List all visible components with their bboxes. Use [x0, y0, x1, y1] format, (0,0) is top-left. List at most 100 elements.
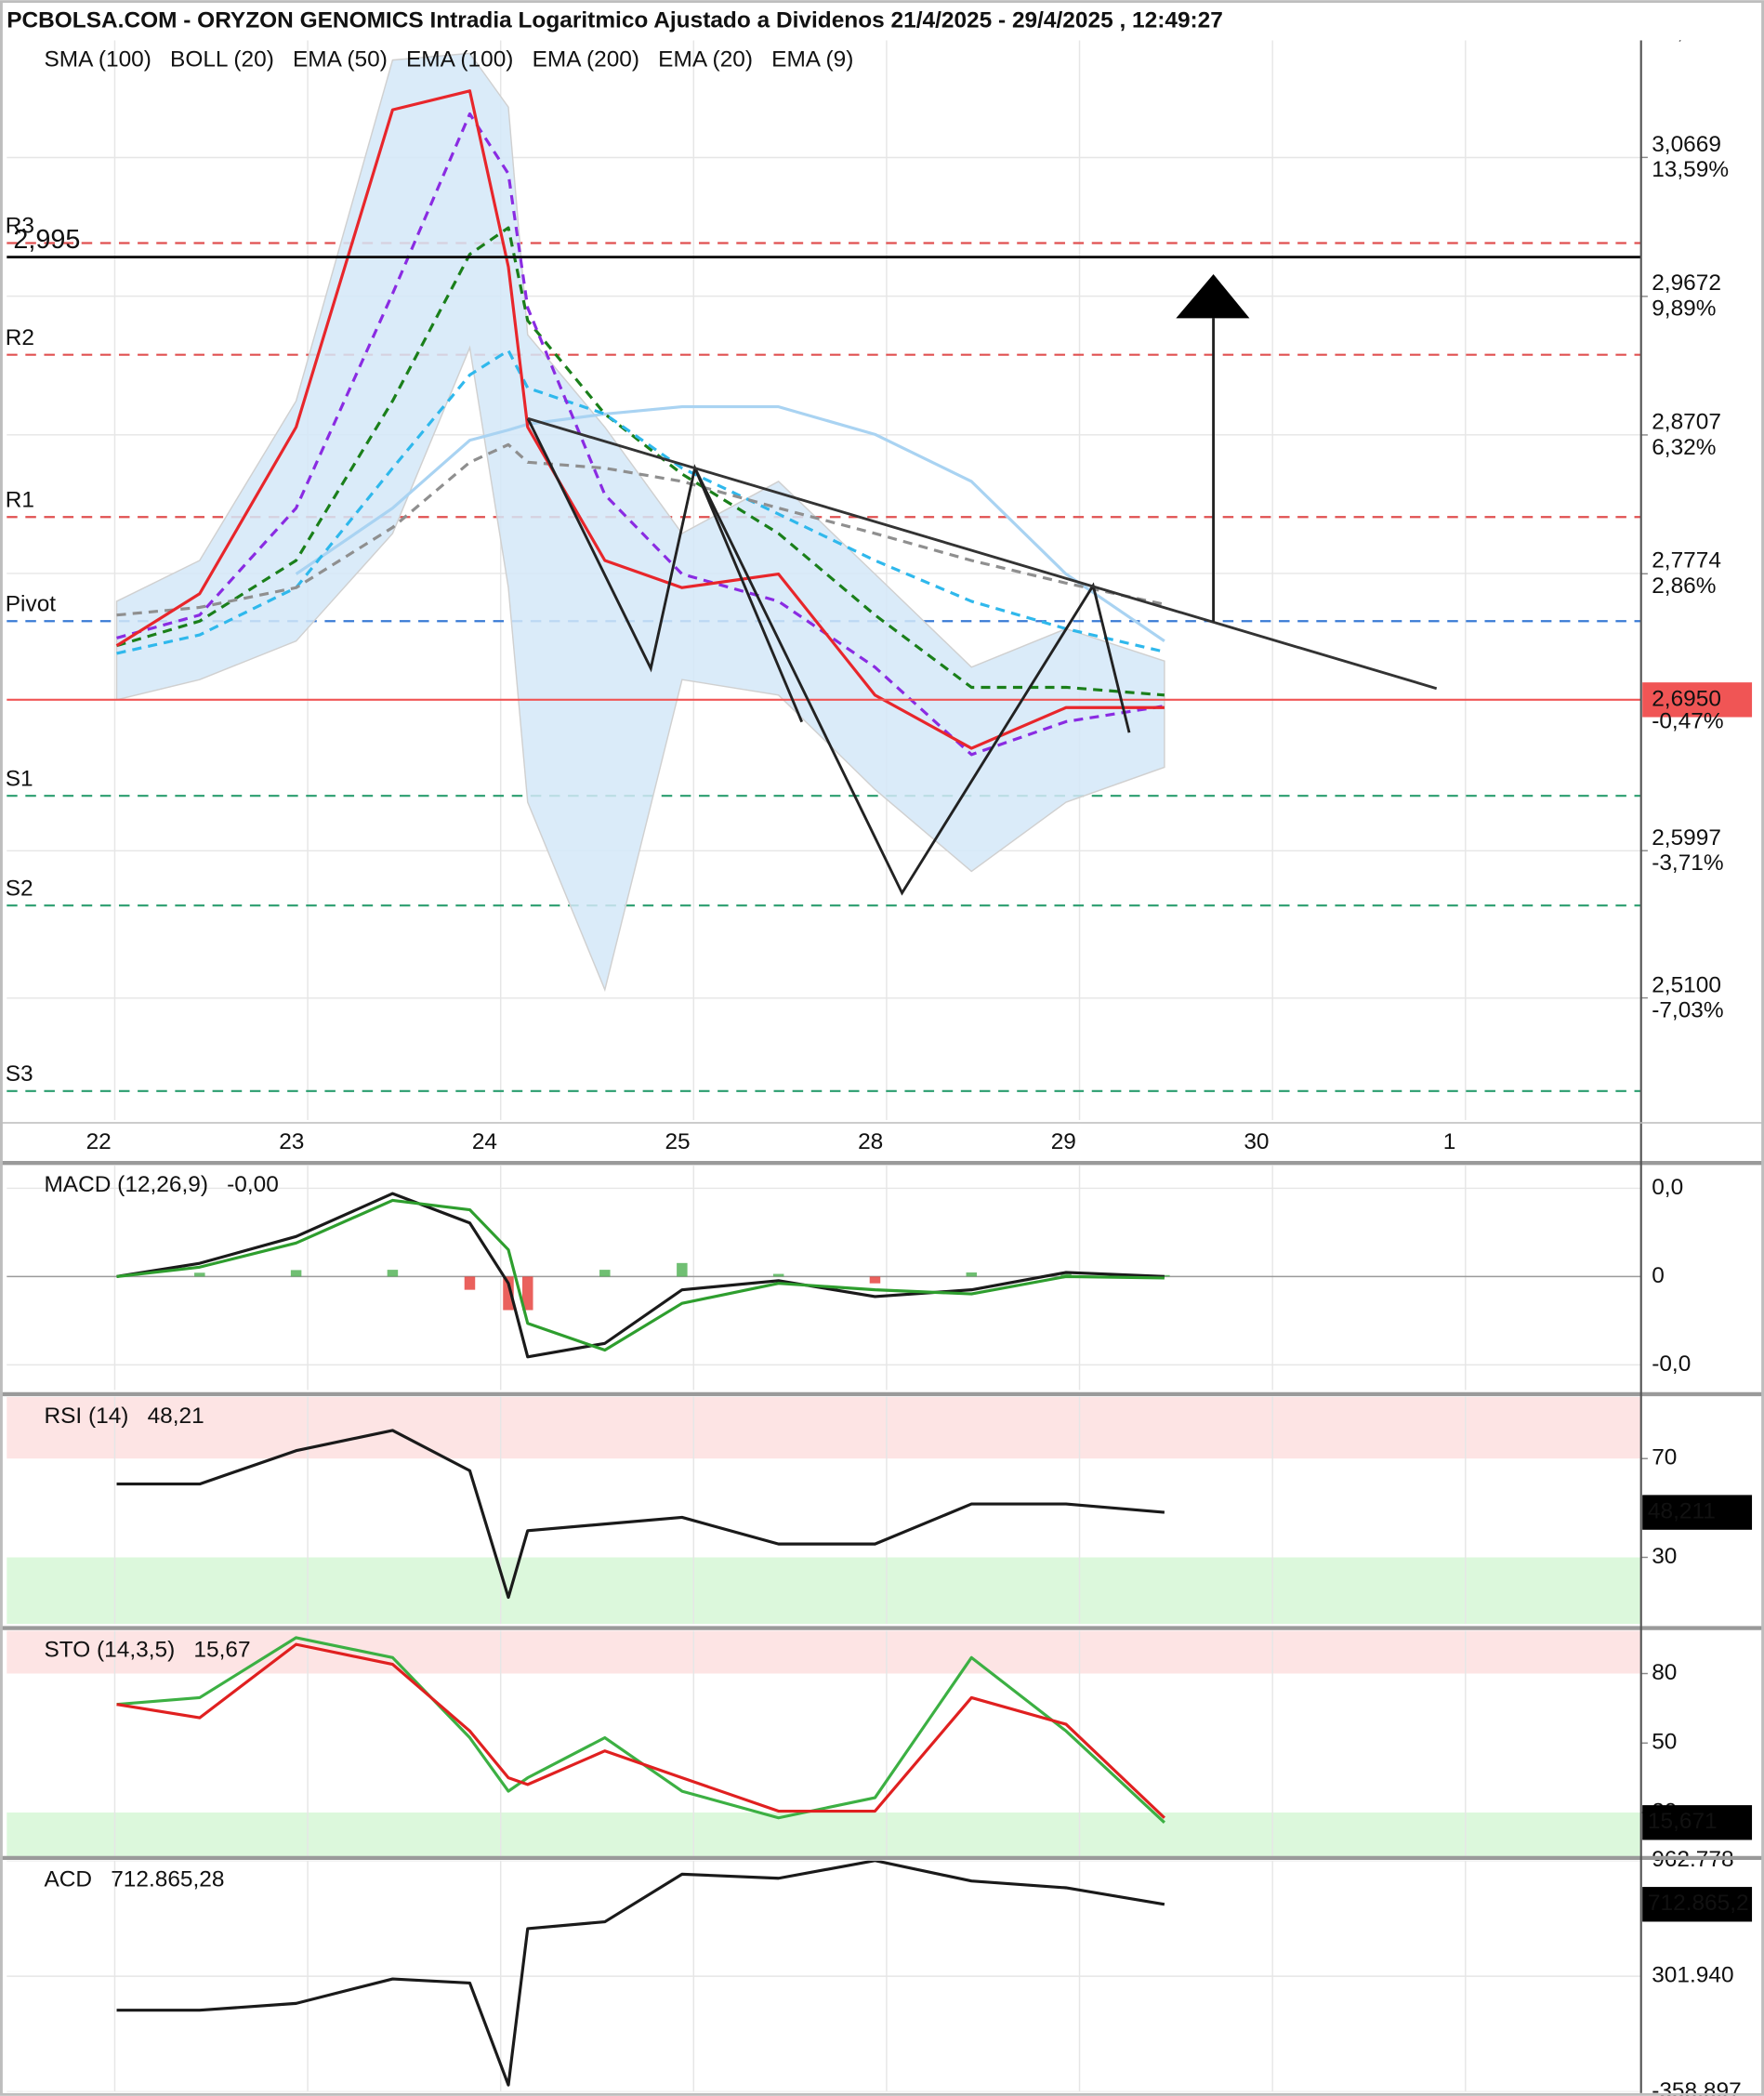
x-tick-label: 1	[1443, 1129, 1456, 1154]
y-tick-label: 50	[1652, 1730, 1677, 1755]
pivot-label: R3	[6, 214, 34, 239]
x-tick-label: 29	[1051, 1129, 1076, 1154]
y-tick-label: 30	[1652, 1544, 1677, 1569]
y2-tick-label: -7,03%	[1652, 997, 1723, 1022]
panel-reading: -0,00	[227, 1172, 279, 1197]
last-price-change: -0,47%	[1652, 709, 1723, 734]
legend-entry: EMA (9)	[771, 46, 853, 72]
histogram-bar	[464, 1276, 476, 1290]
histogram-bar	[772, 1273, 784, 1277]
y2-tick-label: 9,89%	[1652, 297, 1716, 322]
panel	[7, 1860, 1641, 2092]
series-line	[116, 1860, 1165, 2087]
y-tick-label: -0,0	[1652, 1351, 1691, 1377]
histogram-bar	[677, 1262, 688, 1277]
last-value-label: 48,211	[1648, 1499, 1716, 1524]
pattern-line	[526, 417, 1131, 896]
histogram-bar	[599, 1270, 611, 1277]
y-tick-label: 2,9672	[1652, 270, 1721, 296]
y-tick-label: 0	[1652, 1263, 1665, 1288]
panel	[7, 1396, 1641, 1625]
histogram-bar	[869, 1276, 881, 1284]
legend-entry: EMA (50)	[293, 46, 388, 72]
histogram-bar	[1060, 1272, 1072, 1277]
last-price-label: 2,6950	[1652, 686, 1721, 711]
y-tick-label: 80	[1652, 1660, 1677, 1685]
legend-entry: EMA (20)	[658, 46, 753, 72]
y-tick-label: 2,5997	[1652, 825, 1721, 850]
x-tick-label: 28	[858, 1129, 883, 1154]
panel-title: ACD	[44, 1867, 92, 1892]
y2-tick-label: 13,59%	[1652, 157, 1729, 182]
last-value-box	[1642, 1495, 1753, 1530]
y2-tick-label: 6,32%	[1652, 435, 1716, 460]
last-value-label: 15,671	[1648, 1809, 1718, 1834]
legend-entry: EMA (100)	[406, 46, 513, 72]
series-line	[116, 112, 1165, 757]
target-arrow-head	[1176, 273, 1250, 319]
histogram-bar	[387, 1270, 399, 1277]
title-bar	[0, 0, 1764, 41]
series-line	[116, 226, 1165, 697]
series-line	[116, 1642, 1165, 1819]
histogram-bar	[290, 1270, 302, 1277]
y-tick-label: 2,5100	[1652, 972, 1721, 997]
panel	[7, 1630, 1641, 1858]
x-tick-label: 23	[279, 1129, 304, 1154]
y-tick-label: 0,0	[1652, 1175, 1683, 1200]
legend-entry: SMA (100)	[44, 46, 151, 72]
marker-label: 2,995	[13, 225, 80, 255]
panel-title: RSI (14)	[44, 1404, 128, 1429]
legend-entry: BOLL (20)	[170, 46, 274, 72]
trend-line	[527, 416, 1438, 691]
panel	[7, 1166, 1641, 1391]
series-line	[116, 1192, 1165, 1359]
histogram-bar	[966, 1272, 978, 1277]
pivot-label: R1	[6, 487, 34, 512]
pivot-label: R2	[6, 325, 34, 350]
y-tick-label: 301.940	[1652, 1963, 1733, 1988]
x-tick-label: 24	[472, 1129, 497, 1154]
pivot-label: S3	[6, 1061, 33, 1087]
last-value-label: 712.865,2	[1648, 1891, 1749, 1916]
y-tick-label: -358.897	[1652, 2078, 1741, 2096]
histogram-bar	[522, 1276, 533, 1311]
oversold-zone	[7, 1557, 1641, 1625]
y-tick-label: 70	[1652, 1445, 1677, 1470]
last-value-box	[1642, 1805, 1753, 1840]
panel: R3 R2 R1 Pivot S1 S2 S3 2,995	[6, 40, 1641, 1121]
pivot-label: S2	[6, 876, 33, 901]
panel-reading: 15,67	[193, 1637, 250, 1662]
y-tick-label: 2,8707	[1652, 409, 1721, 434]
x-tick-label: 30	[1244, 1129, 1269, 1154]
series-line	[116, 1429, 1165, 1600]
panel-title: STO (14,3,5)	[44, 1637, 175, 1662]
series-line	[295, 405, 1165, 642]
pattern-line	[693, 467, 804, 723]
overbought-zone	[7, 1396, 1641, 1459]
pivot-label: Pivot	[6, 591, 57, 616]
histogram-bar	[194, 1272, 205, 1277]
chart-title: PCBOLSA.COM - ORYZON GENOMICS Intradia L…	[7, 8, 1223, 33]
y-tick-label: 3,0669	[1652, 132, 1721, 157]
y2-tick-label: 2,86%	[1652, 573, 1716, 599]
x-tick-label: 22	[86, 1129, 112, 1154]
series-line	[116, 1636, 1165, 1824]
y2-tick-label: -3,71%	[1652, 850, 1723, 876]
bollinger-band	[115, 52, 1165, 993]
series-line	[116, 442, 1165, 617]
overbought-zone	[7, 1630, 1641, 1674]
pivot-label: S1	[6, 766, 33, 791]
legend-entry: EMA (200)	[533, 46, 639, 72]
panel-title: MACD (12,26,9)	[44, 1172, 208, 1197]
last-price-box	[1642, 682, 1753, 718]
histogram-bar	[503, 1276, 514, 1311]
series-line	[116, 1198, 1165, 1352]
y-tick-label: 2,7774	[1652, 547, 1721, 573]
panel-reading: 712.865,28	[111, 1867, 224, 1892]
